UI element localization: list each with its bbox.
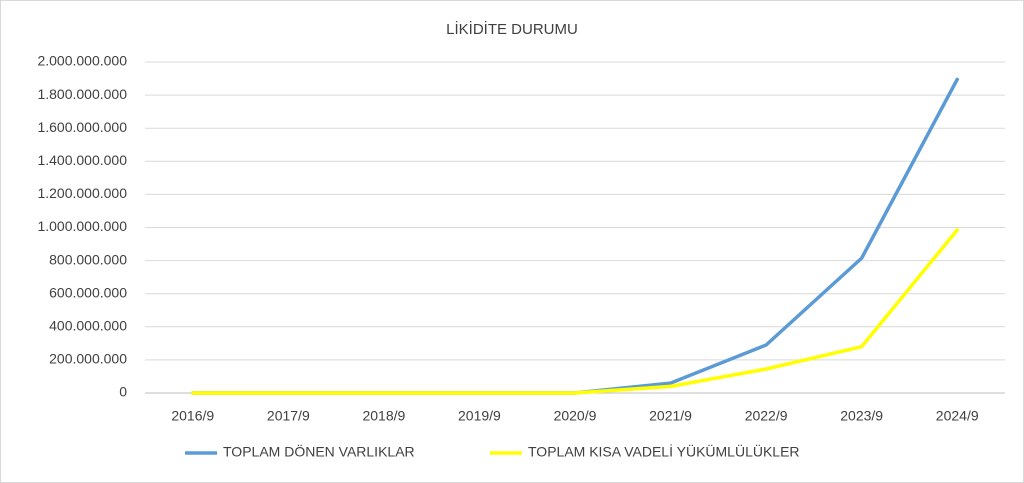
y-tick-label: 2.000.000.000 (37, 53, 127, 69)
y-tick-label: 200.000.000 (49, 351, 127, 367)
x-tick-label: 2017/9 (267, 408, 310, 424)
x-tick-label: 2020/9 (554, 408, 597, 424)
x-tick-label: 2023/9 (840, 408, 883, 424)
x-tick-label: 2024/9 (936, 408, 979, 424)
y-tick-label: 1.000.000.000 (37, 218, 127, 234)
y-tick-label: 400.000.000 (49, 318, 127, 334)
x-tick-label: 2019/9 (458, 408, 501, 424)
y-tick-label: 600.000.000 (49, 284, 127, 300)
y-tick-label: 1.600.000.000 (37, 119, 127, 135)
legend-label: TOPLAM DÖNEN VARLIKLAR (223, 443, 415, 460)
y-tick-label: 1.200.000.000 (37, 185, 127, 201)
x-tick-label: 2016/9 (171, 408, 214, 424)
y-tick-label: 1.400.000.000 (37, 152, 127, 168)
legend-label: TOPLAM KISA VADELİ YÜKÜMLÜLÜKLER (528, 443, 800, 460)
chart-title: LİKİDİTE DURUMU (446, 20, 578, 38)
y-tick-label: 0 (119, 384, 127, 400)
y-tick-label: 1.800.000.000 (37, 86, 127, 102)
x-tick-label: 2018/9 (362, 408, 405, 424)
x-tick-label: 2021/9 (649, 408, 692, 424)
series-line (191, 228, 959, 395)
y-tick-label: 800.000.000 (49, 251, 127, 267)
x-tick-label: 2022/9 (745, 408, 788, 424)
